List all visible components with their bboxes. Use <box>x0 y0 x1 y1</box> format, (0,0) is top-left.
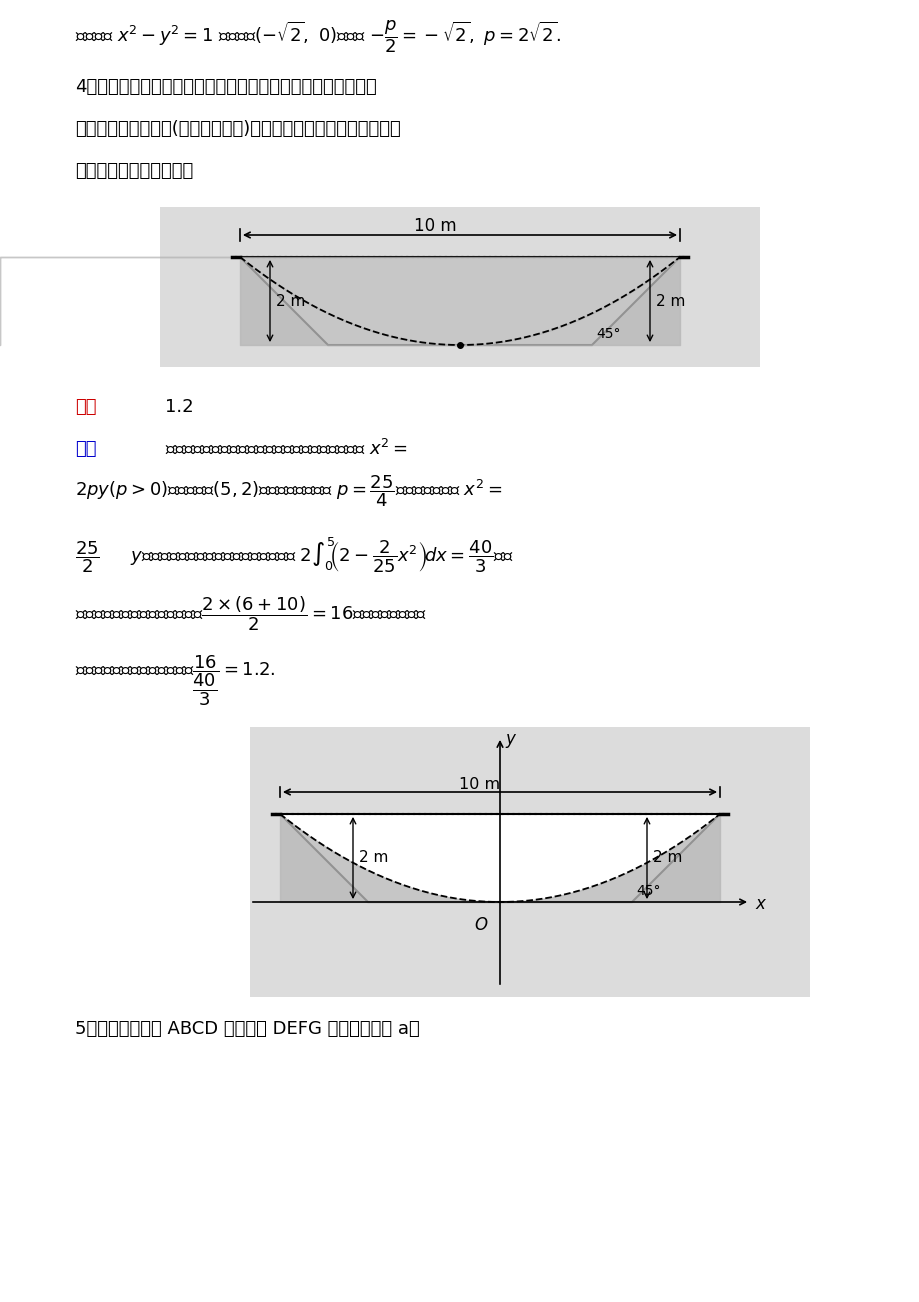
Text: 10 m: 10 m <box>414 217 456 234</box>
Text: 解析: 解析 <box>75 440 96 458</box>
Polygon shape <box>240 256 679 345</box>
Text: $O$: $O$ <box>473 917 487 934</box>
Text: 2 m: 2 m <box>652 850 682 866</box>
Text: 建立如图所示的直角坐标系，可设抛物线的方程为 $x^2 =$: 建立如图所示的直角坐标系，可设抛物线的方程为 $x^2 =$ <box>165 439 407 458</box>
Text: 始的最大流量对应的截面面积为$\dfrac{2\times(6+10)}{2}=16$，所以原始的最大: 始的最大流量对应的截面面积为$\dfrac{2\times(6+10)}{2}=… <box>75 594 426 633</box>
Text: $2py(p>0)$，由图易知$(5,2)$在抛物线上，可得 $p = \dfrac{25}{4}$，抛物线方程为 $x^2 =$: $2py(p>0)$，由图易知$(5,2)$在抛物线上，可得 $p = \dfr… <box>75 474 502 509</box>
Bar <box>160 207 759 367</box>
Text: 答案: 答案 <box>75 398 96 417</box>
Text: 45°: 45° <box>596 327 619 341</box>
Text: 1.2: 1.2 <box>165 398 193 417</box>
Text: 流量与当前最大流量的比值为$\dfrac{16}{\dfrac{40}{3}}= 1.2.$: 流量与当前最大流量的比值为$\dfrac{16}{\dfrac{40}{3}}=… <box>75 654 275 707</box>
Bar <box>250 727 809 997</box>
Text: $x$: $x$ <box>754 894 766 913</box>
Text: 2 m: 2 m <box>358 850 388 866</box>
Text: $\dfrac{25}{2}$: $\dfrac{25}{2}$ <box>75 539 100 575</box>
Polygon shape <box>279 814 720 902</box>
Text: 2 m: 2 m <box>276 293 305 309</box>
Text: 2 m: 2 m <box>655 293 685 309</box>
Text: 截面边界呈抛物线型(图中虚线所示)，则原始的最大流量与当前最大: 截面边界呈抛物线型(图中虚线所示)，则原始的最大流量与当前最大 <box>75 120 401 138</box>
Text: 5．如图，正方形 ABCD 和正方形 DEFG 的边长分别为 a，: 5．如图，正方形 ABCD 和正方形 DEFG 的边长分别为 a， <box>75 1019 419 1038</box>
Text: 过双曲线 $x^2 - y^2 = 1$ 的左焦点$(-\sqrt{2},\ 0)$，所以 $-\dfrac{p}{2} = -\sqrt{2},\ p = 2: 过双曲线 $x^2 - y^2 = 1$ 的左焦点$(-\sqrt{2},\ 0… <box>75 18 561 55</box>
Text: 10 m: 10 m <box>459 777 500 792</box>
Text: $y$，所以当前最大流量对应的截面面积为 $2\int_0^5\!\!\left(2 - \dfrac{2}{25}x^2\right)\!dx = \dfra: $y$，所以当前最大流量对应的截面面积为 $2\int_0^5\!\!\left… <box>130 536 514 575</box>
Text: $y$: $y$ <box>505 732 516 750</box>
Text: 4．如图，一横截面为等腰梯形的水渠，因泥沙沉积，导致水渠: 4．如图，一横截面为等腰梯形的水渠，因泥沙沉积，导致水渠 <box>75 78 377 96</box>
Text: 45°: 45° <box>635 884 660 898</box>
Text: 流量的比值为＿＿＿＿．: 流量的比值为＿＿＿＿． <box>75 161 193 180</box>
